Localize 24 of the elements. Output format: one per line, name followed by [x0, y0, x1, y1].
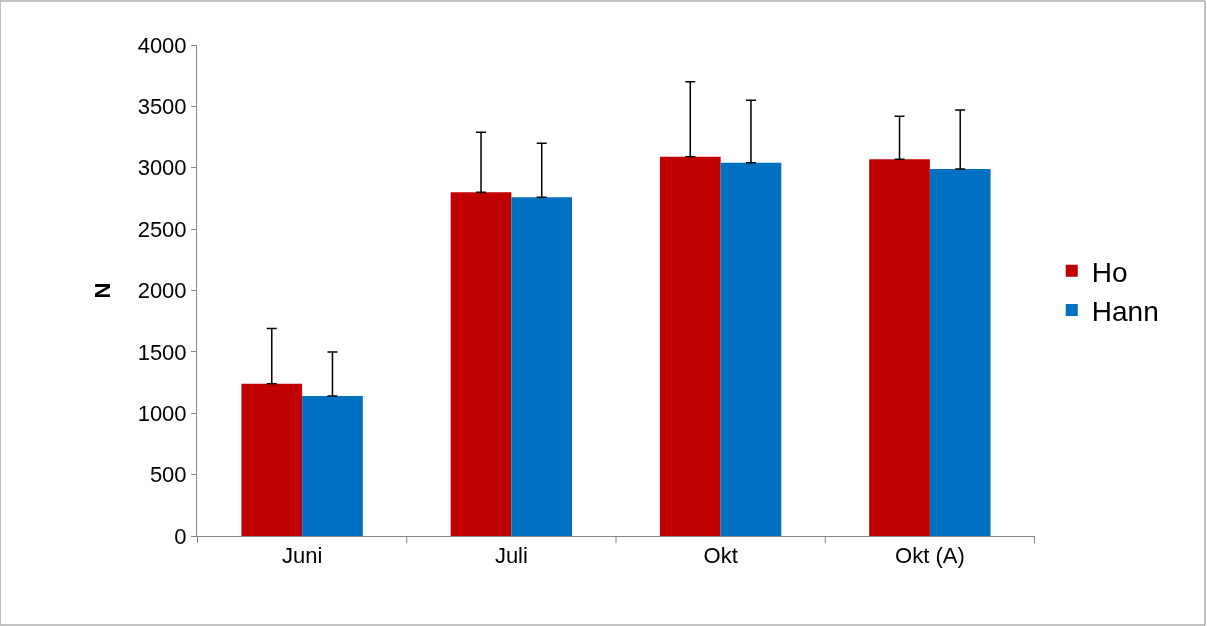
bar [869, 159, 930, 536]
x-tick-label: Juli [494, 543, 528, 569]
x-tick-label: Okt [703, 543, 738, 569]
legend-label: Hann [1091, 296, 1159, 328]
y-tick-label: 0 [174, 523, 187, 549]
y-tick-label: 3000 [137, 155, 187, 181]
y-tick-label: 2000 [137, 278, 187, 304]
x-tick-label: Juni [281, 543, 323, 569]
y-tick-label: 3500 [137, 94, 187, 120]
y-tick-label: 2500 [137, 216, 187, 242]
y-tick-label: 500 [149, 462, 187, 488]
legend-label: Ho [1091, 256, 1128, 288]
y-axis-title: N [90, 282, 116, 299]
y-tick-label: 4000 [137, 32, 187, 58]
bar [302, 396, 363, 536]
bar [241, 383, 303, 536]
bar [929, 168, 991, 536]
bar [511, 197, 573, 536]
bar [659, 156, 721, 536]
bar [720, 162, 782, 536]
y-tick-label: 1500 [137, 339, 187, 365]
x-tick-label: Okt (A) [895, 543, 965, 569]
y-tick-label: 1000 [137, 400, 187, 426]
bar [450, 192, 512, 536]
